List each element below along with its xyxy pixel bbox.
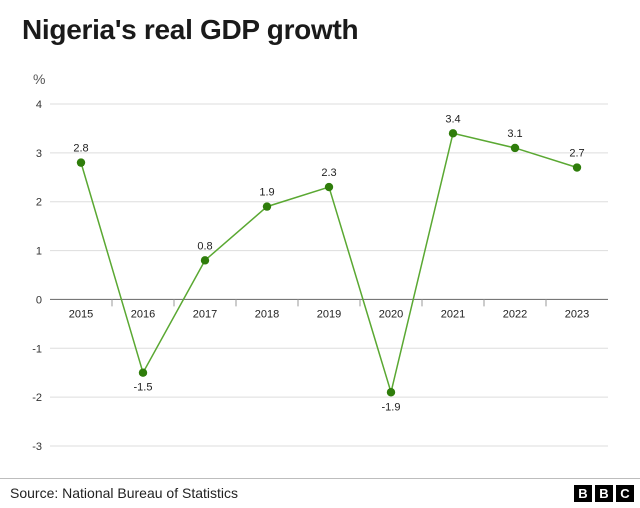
data-label: 0.8 xyxy=(197,240,212,252)
y-axis-unit-label: % xyxy=(33,71,45,87)
y-tick-label: -3 xyxy=(32,441,42,453)
data-point xyxy=(448,129,458,138)
bbc-logo: B B C xyxy=(574,485,634,502)
data-label: 2.3 xyxy=(321,167,336,179)
y-tick-label: 3 xyxy=(36,148,42,160)
gridlines xyxy=(50,103,608,447)
data-point xyxy=(572,163,582,172)
x-tick-label: 2020 xyxy=(379,308,403,320)
logo-letter: C xyxy=(616,485,634,502)
y-axis-tick-labels: 4 3 2 1 0 -1 -2 -3 xyxy=(32,99,42,453)
data-label: 3.4 xyxy=(445,113,460,125)
gdp-growth-series xyxy=(76,129,582,397)
y-tick-label: 0 xyxy=(36,294,42,306)
x-tick-label: 2022 xyxy=(503,308,527,320)
data-point xyxy=(76,158,86,167)
x-tick-label: 2017 xyxy=(193,308,217,320)
chart-title: Nigeria's real GDP growth xyxy=(22,14,359,45)
logo-letter: B xyxy=(595,485,613,502)
y-tick-label: -2 xyxy=(32,392,42,404)
data-labels: 2.8 -1.5 0.8 1.9 2.3 -1.9 3.4 3.1 2.7 xyxy=(73,113,584,413)
data-point xyxy=(510,143,520,153)
data-label: 1.9 xyxy=(259,187,274,199)
data-label: -1.9 xyxy=(382,401,401,413)
y-tick-label: -1 xyxy=(32,343,42,355)
x-tick-label: 2021 xyxy=(441,308,465,320)
y-tick-label: 2 xyxy=(36,197,42,209)
x-tick-label: 2015 xyxy=(69,308,93,320)
source-note: Source: National Bureau of Statistics xyxy=(10,485,239,501)
x-tick-label: 2018 xyxy=(255,308,279,320)
data-point xyxy=(324,182,334,192)
data-label: 2.8 xyxy=(73,143,88,155)
data-point xyxy=(200,256,210,265)
data-point xyxy=(138,368,148,377)
data-point xyxy=(386,388,396,397)
x-tick-label: 2023 xyxy=(565,308,589,320)
x-tick-label: 2016 xyxy=(131,308,155,320)
data-point xyxy=(262,202,272,211)
x-axis-tick-labels: 2015 2016 2017 2018 2019 2020 2021 2022 2023 xyxy=(69,308,589,320)
logo-letter: B xyxy=(574,485,592,502)
y-tick-label: 4 xyxy=(36,99,42,111)
x-tick-label: 2019 xyxy=(317,308,341,320)
y-tick-label: 1 xyxy=(36,246,42,258)
data-label: -1.5 xyxy=(134,382,153,394)
footer-divider xyxy=(0,478,640,479)
data-label: 2.7 xyxy=(569,148,584,160)
data-label: 3.1 xyxy=(507,128,522,140)
